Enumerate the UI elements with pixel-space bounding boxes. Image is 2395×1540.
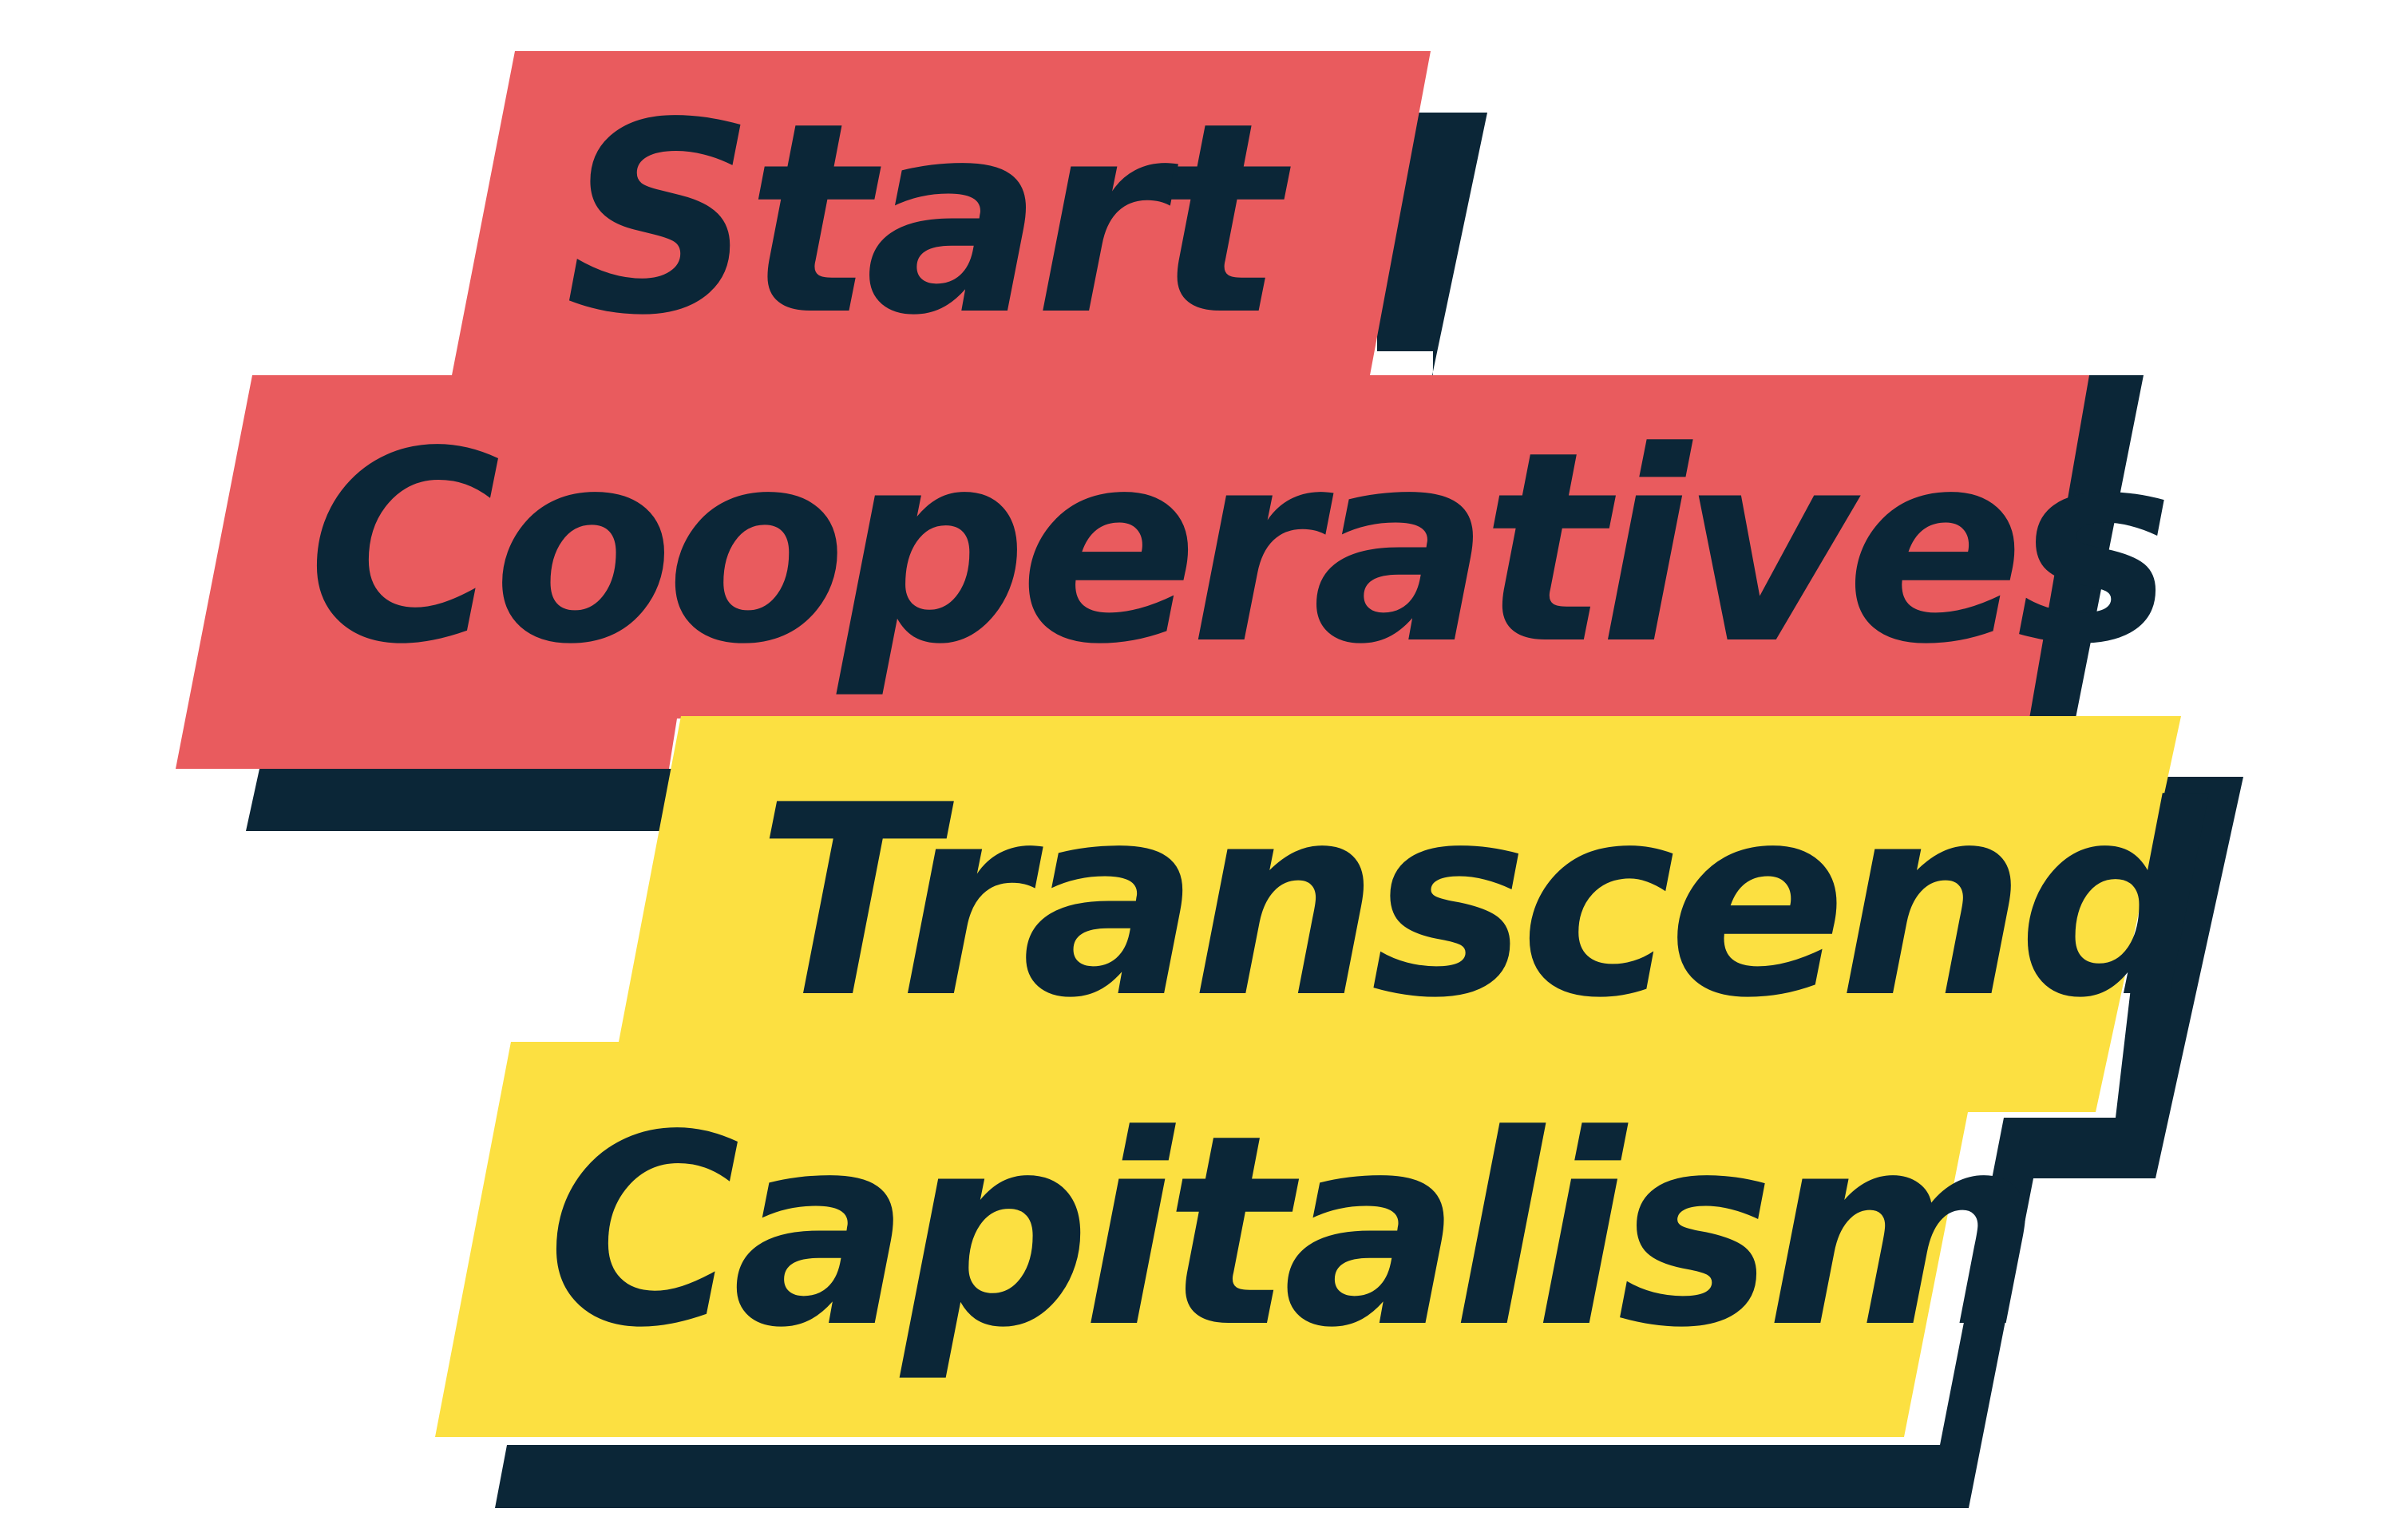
red-panel (176, 51, 2089, 769)
headline-word-cooperatives: Cooperatives (307, 395, 2173, 702)
yellow-panel (435, 716, 2181, 1437)
headline-word-capitalism: Capitalism (547, 1079, 2041, 1385)
headline-word-transcend: Transcend (757, 749, 2207, 1055)
headline-word-start: Start (565, 66, 1283, 373)
